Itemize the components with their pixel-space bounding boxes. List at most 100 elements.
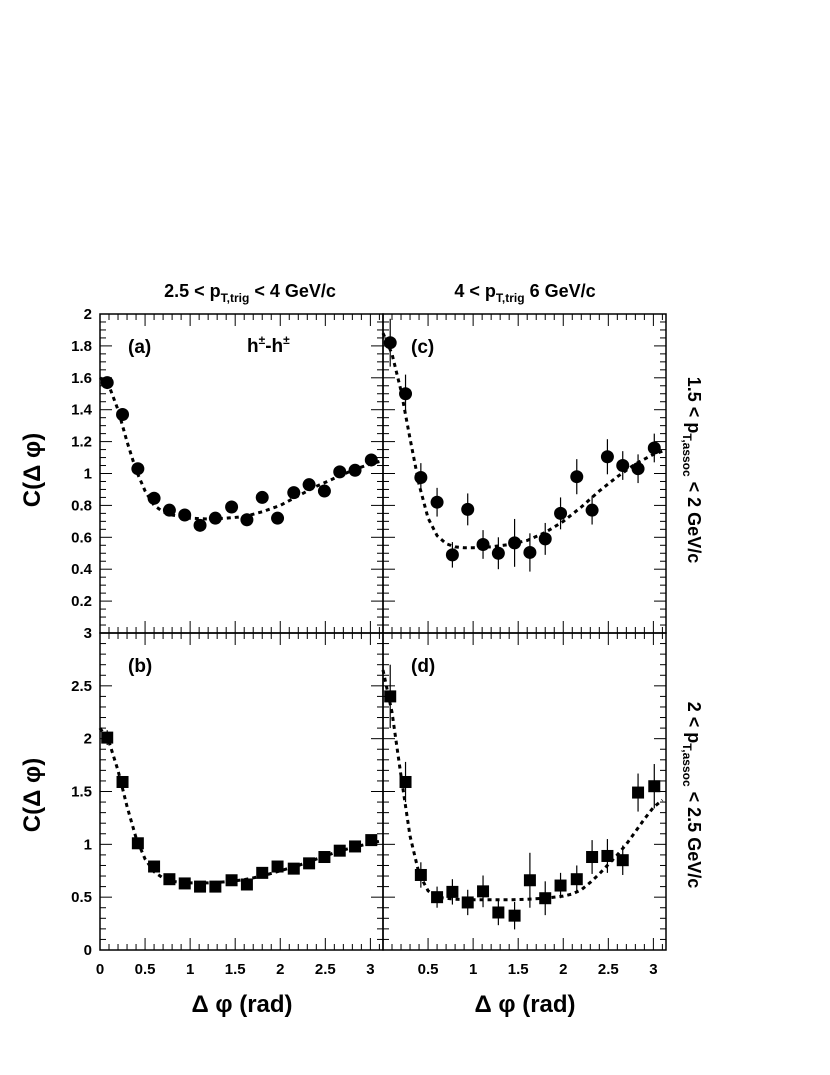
x-tick-label: 1.5	[225, 961, 246, 978]
data-point	[131, 837, 144, 850]
data-point	[570, 470, 584, 484]
y-tick-label: 0	[84, 942, 92, 959]
data-point	[225, 500, 239, 514]
panel-label: (c)	[411, 337, 434, 358]
data-point	[271, 511, 285, 525]
data-point	[399, 775, 412, 788]
x-tick-label: 3	[366, 961, 374, 978]
data-point	[492, 906, 505, 919]
y-tick-label: 2	[84, 306, 92, 323]
data-point	[414, 868, 427, 881]
data-point	[508, 909, 521, 922]
data-point	[431, 891, 444, 904]
x-tick-label: 2.5	[598, 961, 619, 978]
y-tick-label: 0.5	[71, 889, 92, 906]
fit-curve	[99, 376, 380, 521]
col-header-right: 4 < pT,trig 6 GeV/c	[454, 281, 595, 305]
x-tick-label: 1.5	[508, 961, 529, 978]
data-point	[100, 376, 114, 390]
data-point	[317, 484, 331, 498]
col-header-left: 2.5 < pT,trig < 4 GeV/c	[164, 281, 336, 305]
panel-label: (d)	[411, 656, 435, 677]
y-tick-label: 0.8	[71, 497, 92, 514]
x-axis-label-right: Δ φ (rad)	[474, 991, 575, 1018]
panel-a: 0.2 0.4 0.6 0.8 1 1.2 1.4 1.6 1.8 2 (a)	[71, 306, 384, 634]
data-point	[523, 874, 536, 887]
data-point	[348, 463, 362, 477]
y-tick-label: 1	[84, 466, 92, 483]
y-tick-label: 0.2	[71, 593, 92, 610]
data-point	[523, 545, 537, 559]
y-tick-label: 2.5	[71, 678, 92, 695]
species-label: h±-h±	[247, 333, 290, 357]
data-point	[255, 490, 269, 504]
data-point	[570, 873, 583, 886]
data-point	[601, 849, 614, 862]
data-point	[430, 495, 444, 509]
data-point	[647, 441, 661, 455]
data-point	[508, 536, 522, 550]
fit-curve	[98, 727, 380, 885]
y-tick-label: 1.5	[71, 784, 92, 801]
data-point	[116, 407, 130, 421]
data-point	[148, 860, 161, 873]
y-axis-label-top: C(Δ φ)	[19, 433, 46, 507]
y-axis-label-bottom: C(Δ φ)	[19, 758, 46, 832]
y-tick-label: 2	[84, 731, 92, 748]
data-point	[208, 511, 222, 525]
data-point	[162, 503, 176, 517]
data-point	[333, 465, 347, 479]
data-point	[384, 690, 397, 703]
data-point	[131, 462, 145, 476]
x-tick-label: 2.5	[315, 961, 336, 978]
x-tick-label: 0	[96, 961, 104, 978]
data-point	[538, 532, 552, 546]
panel-d: 0.5 1 1.5 2 2.5 3 (d)	[381, 632, 667, 978]
data-point	[491, 546, 505, 560]
data-point	[287, 862, 300, 875]
data-point	[399, 387, 413, 401]
data-point	[287, 486, 301, 500]
x-tick-label: 2	[559, 961, 567, 978]
panel-frame	[382, 632, 667, 951]
y-tick-label: 1.8	[71, 338, 92, 355]
data-point	[383, 336, 397, 350]
data-point	[240, 878, 253, 891]
data-point	[554, 879, 567, 892]
y-tick-label: 1	[84, 836, 92, 853]
data-point	[194, 880, 207, 893]
x-tick-label: 2	[276, 961, 284, 978]
data-point	[600, 450, 614, 464]
data-point	[209, 880, 222, 893]
data-point	[147, 491, 161, 505]
data-point	[193, 518, 207, 532]
data-point	[178, 877, 191, 890]
x-tick-label: 0.5	[418, 961, 439, 978]
data-point	[364, 453, 378, 467]
data-point	[303, 857, 316, 870]
panel-b: 0 0.5 1 1.5 2 2.5 3 0 0.5 1 1.5 2 2.5 3 (b)	[71, 625, 384, 978]
row-header-bottom: 2 < pT,assoc < 2.5 GeV/c	[680, 702, 704, 888]
data-point	[445, 548, 459, 562]
data-point	[365, 834, 378, 847]
data-point	[477, 885, 490, 898]
x-tick-label: 1	[469, 961, 477, 978]
data-point	[446, 885, 459, 898]
data-point	[585, 503, 599, 517]
panel-label: (b)	[128, 656, 152, 677]
panels: 0.2 0.4 0.6 0.8 1 1.2 1.4 1.6 1.8 2 (a) (c) 0 0.5 1 1.5…	[71, 306, 667, 978]
data-point	[271, 860, 284, 873]
data-point	[349, 840, 362, 853]
y-tick-label: 0.4	[71, 561, 93, 578]
data-point	[240, 513, 254, 527]
data-point	[632, 786, 645, 799]
data-point	[586, 851, 599, 864]
y-tick-label: 1.2	[71, 434, 92, 451]
panel-label: (a)	[128, 337, 151, 358]
data-point	[616, 854, 629, 867]
data-point	[539, 892, 552, 905]
panel-frame	[99, 632, 384, 951]
x-tick-label: 1	[186, 961, 194, 978]
data-point	[461, 896, 474, 909]
